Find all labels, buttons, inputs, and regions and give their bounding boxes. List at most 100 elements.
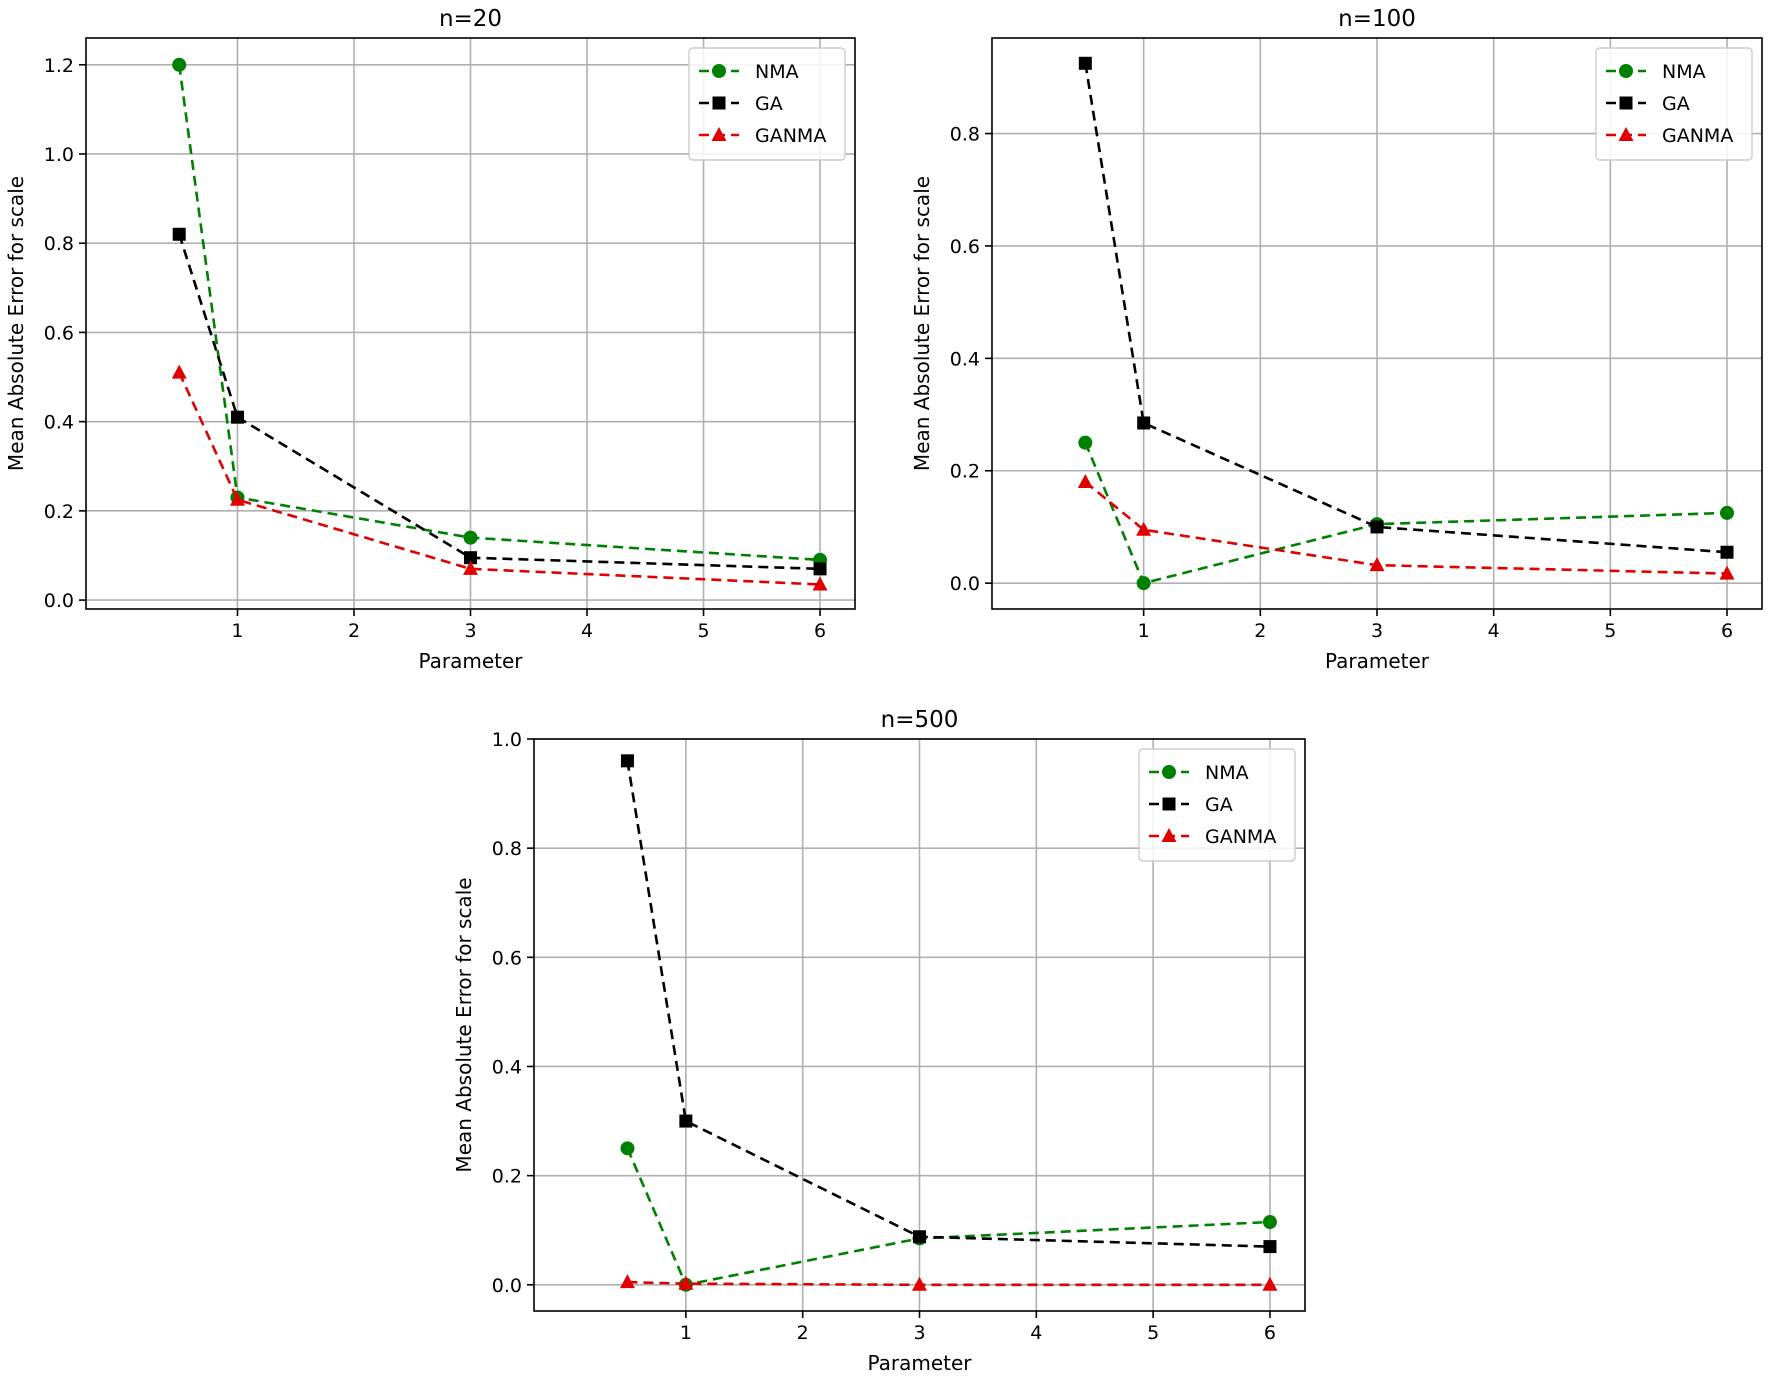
legend-box bbox=[688, 47, 846, 161]
legend-label-nma: NMA bbox=[1662, 61, 1706, 83]
data-point-nma bbox=[1720, 505, 1734, 520]
x-axis-label: Parameter bbox=[418, 649, 523, 673]
legend-box bbox=[1138, 748, 1296, 862]
data-point-ganma bbox=[1369, 557, 1385, 572]
chart-3: 1 2 3 4 5 6 0.0 0.2 0.4 0.6 0.8 1.0 n=500 Parameter Me… bbox=[452, 707, 1306, 1375]
legend-label-ganma: GANMA bbox=[755, 125, 826, 147]
legend-label-nma: NMA bbox=[755, 61, 799, 83]
series-line-ganma bbox=[627, 1280, 1270, 1287]
y-tick-label: 0.8 bbox=[950, 124, 980, 146]
series-ga bbox=[620, 754, 1277, 1254]
data-point-ga bbox=[1078, 56, 1092, 70]
legend-marker-nma bbox=[1619, 64, 1633, 78]
y-tick-label: 0.0 bbox=[44, 590, 74, 612]
x-tick-label: 4 bbox=[581, 620, 593, 642]
data-point-nma bbox=[463, 530, 478, 545]
data-point-nma bbox=[620, 1141, 635, 1156]
legend-marker-ganma bbox=[711, 127, 727, 141]
data-point-ga bbox=[464, 551, 477, 565]
data-point-ga bbox=[1263, 1240, 1277, 1254]
data-point-ga bbox=[172, 227, 186, 241]
x-tick-label: 2 bbox=[1254, 620, 1266, 642]
x-tick-label: 6 bbox=[814, 620, 826, 642]
x-tick-label: 3 bbox=[464, 620, 476, 642]
legend-label-ga: GA bbox=[1205, 794, 1233, 816]
legend-marker-ga bbox=[1619, 96, 1633, 110]
data-point-ga bbox=[1720, 545, 1734, 559]
legend-marker-nma bbox=[1162, 765, 1176, 779]
data-point-nma bbox=[1136, 576, 1151, 591]
y-axis-label: Mean Absolute Error for scale bbox=[4, 176, 28, 471]
x-tick-label: 3 bbox=[913, 1322, 925, 1344]
y-tick-label: 0.4 bbox=[44, 412, 74, 434]
series-ganma bbox=[171, 364, 828, 591]
y-tick-label: 0.6 bbox=[950, 236, 980, 258]
x-tick-label: 2 bbox=[348, 620, 360, 642]
data-point-ganma bbox=[171, 364, 187, 379]
data-point-ganma bbox=[812, 576, 828, 591]
data-point-ga bbox=[913, 1230, 926, 1244]
x-tick-label: 4 bbox=[1030, 1322, 1042, 1344]
series-ga bbox=[172, 227, 827, 576]
y-tick-label: 0.0 bbox=[950, 573, 980, 595]
series-ganma bbox=[619, 1274, 1278, 1291]
data-point-ganma bbox=[463, 560, 478, 575]
series-line-ga bbox=[1084, 63, 1728, 554]
data-point-ga bbox=[1137, 416, 1151, 430]
x-tick-label: 5 bbox=[697, 620, 709, 642]
series-line-nma bbox=[1084, 442, 1728, 585]
data-point-ga bbox=[813, 562, 827, 576]
data-point-ga bbox=[679, 1114, 693, 1128]
x-tick-label: 5 bbox=[1147, 1322, 1159, 1344]
data-point-ga bbox=[1370, 520, 1384, 534]
series-line-nma bbox=[177, 64, 821, 562]
series-line-ga bbox=[177, 233, 821, 571]
legend: NMA GA GANMA bbox=[688, 47, 846, 161]
series-ga bbox=[1078, 56, 1734, 559]
y-tick-label: 0.6 bbox=[492, 947, 522, 969]
legend-label-nma: NMA bbox=[1205, 762, 1249, 784]
x-tick-label: 1 bbox=[1138, 620, 1150, 642]
x-axis-label: Parameter bbox=[867, 1351, 972, 1375]
x-tick-label: 5 bbox=[1604, 620, 1616, 642]
data-point-ganma bbox=[1262, 1276, 1278, 1291]
data-point-ganma bbox=[619, 1274, 635, 1289]
data-point-nma bbox=[172, 57, 187, 72]
data-point-ganma bbox=[1136, 521, 1152, 536]
data-point-ganma bbox=[1719, 565, 1735, 580]
x-tick-label: 3 bbox=[1371, 620, 1383, 642]
series-line-nma bbox=[626, 1147, 1271, 1287]
x-tick-label: 1 bbox=[231, 620, 243, 642]
y-tick-label: 0.4 bbox=[950, 348, 980, 370]
chart-title: n=100 bbox=[1338, 6, 1416, 32]
legend-marker-nma bbox=[712, 64, 726, 78]
y-tick-label: 1.0 bbox=[44, 144, 74, 166]
chart-1: 1 2 3 4 5 6 0.0 0.2 0.4 0.6 0.8 1.0 1.2 n=20 Parameter… bbox=[4, 6, 856, 673]
chart-title: n=20 bbox=[439, 6, 502, 32]
legend-marker-ganma bbox=[1161, 828, 1177, 842]
chart-title: n=500 bbox=[881, 707, 959, 733]
chart-2: 1 2 3 4 5 6 0.0 0.2 0.4 0.6 0.8 n=100 Parameter Mean … bbox=[910, 6, 1763, 673]
data-point-ga bbox=[230, 410, 244, 424]
y-axis-label: Mean Absolute Error for scale bbox=[452, 877, 476, 1172]
legend: NMA GA GANMA bbox=[1595, 47, 1753, 161]
data-point-nma bbox=[1078, 435, 1093, 450]
legend: NMA GA GANMA bbox=[1138, 748, 1296, 862]
data-point-ganma bbox=[912, 1276, 927, 1291]
x-tick-label: 2 bbox=[797, 1322, 809, 1344]
series-line-ga bbox=[626, 760, 1270, 1248]
legend-label-ganma: GANMA bbox=[1662, 125, 1733, 147]
x-tick-label: 6 bbox=[1721, 620, 1733, 642]
x-tick-label: 1 bbox=[680, 1322, 692, 1344]
legend-box bbox=[1595, 47, 1753, 161]
legend-label-ga: GA bbox=[755, 93, 783, 115]
series-line-ganma bbox=[1084, 480, 1728, 575]
data-point-ganma bbox=[1077, 473, 1093, 488]
y-tick-label: 1.0 bbox=[492, 729, 522, 751]
y-tick-label: 1.2 bbox=[44, 55, 74, 77]
y-axis-label: Mean Absolute Error for scale bbox=[910, 176, 934, 471]
legend-label-ga: GA bbox=[1662, 93, 1690, 115]
legend-label-ganma: GANMA bbox=[1205, 826, 1276, 848]
x-tick-label: 6 bbox=[1264, 1322, 1276, 1344]
